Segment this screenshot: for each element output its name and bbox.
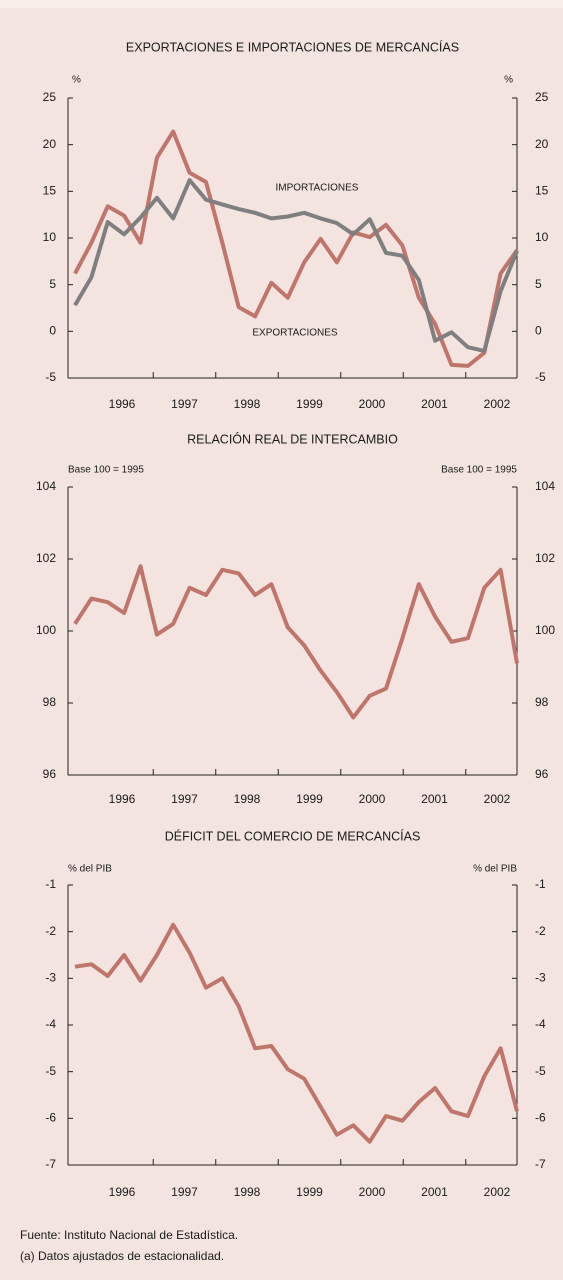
y-tick-label: 102 <box>36 551 56 565</box>
x-tick-label: 2001 <box>421 1185 448 1199</box>
y2-tick-label: -4 <box>535 1017 546 1031</box>
y-tick-label: -5 <box>45 1064 56 1078</box>
x-tick-label: 1996 <box>109 792 136 806</box>
y2-tick-label: -5 <box>535 370 546 384</box>
y-unit: Base 100 = 1995 <box>68 465 144 476</box>
y2-tick-label: 96 <box>535 767 549 781</box>
y-tick-label: 100 <box>36 623 56 637</box>
y2-tick-label: 98 <box>535 695 549 709</box>
x-tick-label: 1997 <box>171 792 198 806</box>
y-tick-label: -2 <box>45 924 56 938</box>
y-tick-label: 20 <box>43 137 57 151</box>
x-tick-label: 1999 <box>296 397 323 411</box>
x-tick-label: 2000 <box>359 397 386 411</box>
x-tick-label: 2001 <box>421 397 448 411</box>
y-tick-label: -1 <box>45 877 56 891</box>
y2-unit: Base 100 = 1995 <box>441 465 517 476</box>
y-tick-label: -7 <box>45 1157 56 1171</box>
x-tick-label: 2002 <box>484 1185 511 1199</box>
chart-title: EXPORTACIONES E IMPORTACIONES DE MERCANC… <box>126 39 459 54</box>
y-unit: % <box>72 75 81 86</box>
x-tick-label: 1999 <box>296 1185 323 1199</box>
y2-tick-label: 10 <box>535 230 549 244</box>
y-tick-label: 96 <box>43 767 57 781</box>
y2-tick-label: 20 <box>535 137 549 151</box>
x-tick-label: 2001 <box>421 792 448 806</box>
series-line <box>73 564 519 720</box>
y-tick-label: 25 <box>43 90 57 104</box>
chart-title: DÉFICIT DEL COMERCIO DE MERCANCÍAS <box>165 828 421 843</box>
y-unit: % del PIB <box>68 864 112 875</box>
footnote: (a) Datos ajustados de estacionalidad. <box>20 1249 224 1263</box>
y-tick-label: 5 <box>49 277 56 291</box>
y2-tick-label: 5 <box>535 277 542 291</box>
y2-tick-label: -3 <box>535 971 546 985</box>
chart-title: RELACIÓN REAL DE INTERCAMBIO <box>187 431 398 446</box>
y2-tick-label: 25 <box>535 90 549 104</box>
source-note: Fuente: Instituto Nacional de Estadístic… <box>20 1228 238 1242</box>
y2-tick-label: 15 <box>535 184 549 198</box>
x-tick-label: 1998 <box>234 792 261 806</box>
y-tick-label: -4 <box>45 1017 56 1031</box>
x-tick-label: 1997 <box>171 1185 198 1199</box>
y2-tick-label: 0 <box>535 324 542 338</box>
x-tick-label: 2002 <box>484 792 511 806</box>
x-tick-label: 1998 <box>234 397 261 411</box>
y2-unit: % del PIB <box>473 864 517 875</box>
series-line <box>73 129 519 368</box>
x-tick-label: 2000 <box>359 1185 386 1199</box>
y2-tick-label: -7 <box>535 1157 546 1171</box>
x-tick-label: 2002 <box>484 397 511 411</box>
x-tick-label: 1997 <box>171 397 198 411</box>
x-tick-label: 1999 <box>296 792 323 806</box>
y2-tick-label: 102 <box>535 551 555 565</box>
y-tick-label: -5 <box>45 370 56 384</box>
series-line <box>73 178 519 353</box>
y-tick-label: 10 <box>43 230 57 244</box>
series-line <box>74 922 519 1144</box>
y2-tick-label: 100 <box>535 623 555 637</box>
x-tick-label: 1996 <box>109 397 136 411</box>
y-tick-label: 98 <box>43 695 57 709</box>
top-band <box>0 0 563 8</box>
series-label: IMPORTACIONES <box>276 183 359 194</box>
y2-tick-label: -2 <box>535 924 546 938</box>
y-tick-label: -6 <box>45 1111 56 1125</box>
y2-tick-label: -6 <box>535 1111 546 1125</box>
y-tick-label: -3 <box>45 971 56 985</box>
y-tick-label: 104 <box>36 479 56 493</box>
y2-tick-label: 104 <box>535 479 555 493</box>
y-tick-label: 0 <box>49 324 56 338</box>
x-tick-label: 2000 <box>359 792 386 806</box>
y-tick-label: 15 <box>43 184 57 198</box>
y2-tick-label: -1 <box>535 877 546 891</box>
x-tick-label: 1996 <box>109 1185 136 1199</box>
series-label: EXPORTACIONES <box>252 328 338 339</box>
y2-unit: % <box>504 75 513 86</box>
y2-tick-label: -5 <box>535 1064 546 1078</box>
x-tick-label: 1998 <box>234 1185 261 1199</box>
